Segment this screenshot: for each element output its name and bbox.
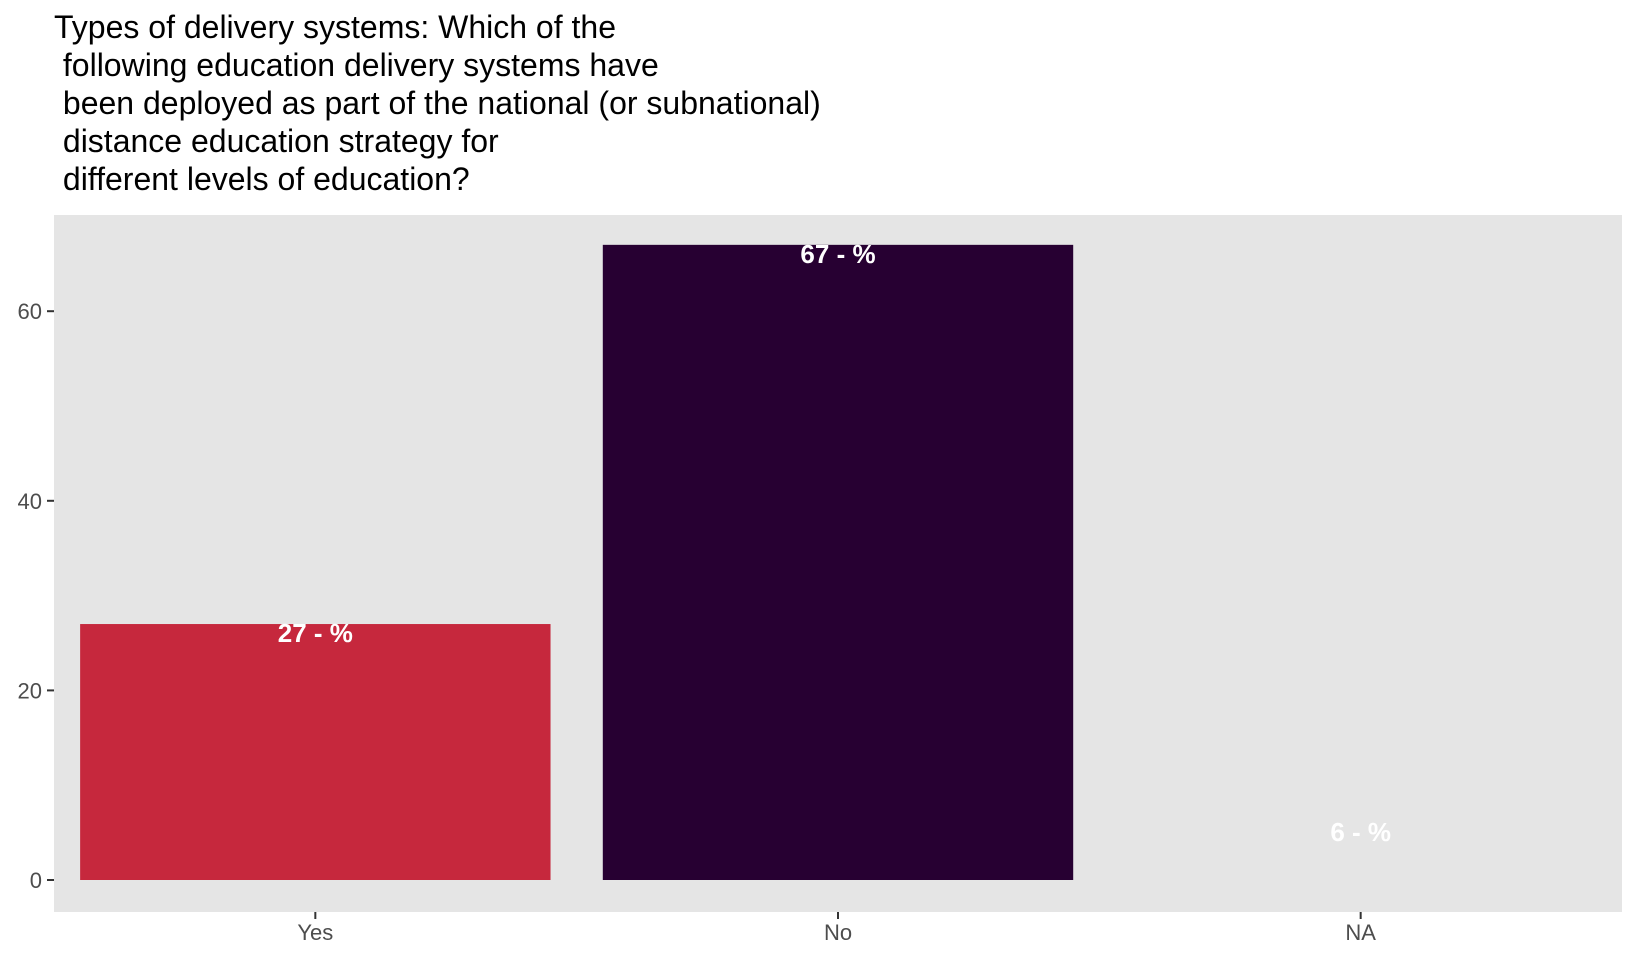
x-axis: Yes No NA [297, 912, 1376, 945]
y-axis: 0 20 40 60 [18, 299, 54, 893]
x-tick-label: No [824, 920, 852, 945]
y-tick-label: 20 [18, 678, 42, 703]
bar-yes [80, 624, 551, 880]
bar-no [602, 244, 1074, 881]
bars-group [80, 244, 1596, 881]
chart-title: Types of delivery systems: Which of the … [54, 9, 821, 197]
data-label-na: 6 - % [1330, 817, 1391, 847]
y-tick-label: 0 [30, 868, 42, 893]
y-tick-label: 60 [18, 299, 42, 324]
bar-na [1125, 823, 1596, 880]
x-tick-label: Yes [297, 920, 333, 945]
data-labels-group: 27 - % 67 - % 6 - % [278, 239, 1391, 847]
x-tick-label: NA [1345, 920, 1376, 945]
data-label-no: 67 - % [800, 239, 875, 269]
data-label-yes: 27 - % [278, 618, 353, 648]
y-tick-label: 40 [18, 489, 42, 514]
